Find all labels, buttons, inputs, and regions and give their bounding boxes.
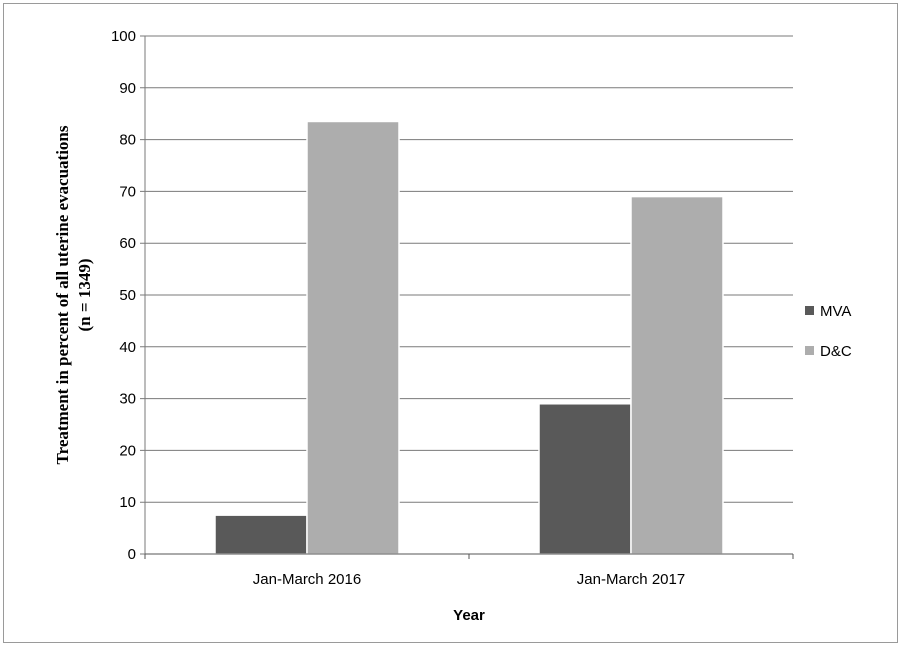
y-tick-label: 20 [119,442,136,459]
chart-frame [3,3,898,643]
y-axis-label-line-2: (n = 1349) [75,259,94,332]
legend-swatch [805,306,814,315]
y-tick-label: 30 [119,391,136,408]
legend-swatch [805,346,814,355]
x-axis-label: Year [453,607,485,624]
bar-mva-0 [214,514,308,555]
y-axis-label: Treatment in percent of all uterine evac… [53,125,94,464]
x-tick-label: Jan-March 2016 [253,571,361,588]
y-tick-label: 10 [119,494,136,511]
y-tick-label: 50 [119,287,136,304]
y-tick-label: 80 [119,132,136,149]
bar-d-c-0 [306,120,400,555]
y-axis-label-line-1: Treatment in percent of all uterine evac… [53,125,72,464]
legend-label: MVA [820,303,851,320]
bar-mva-1 [538,403,632,555]
bar-d-c-1 [630,195,724,555]
y-tick-label: 70 [119,183,136,200]
legend: MVA D&C [805,303,852,360]
bars [214,120,724,555]
y-tick-label: 40 [119,339,136,356]
y-tick-label: 90 [119,80,136,97]
y-tick-label: 60 [119,235,136,252]
legend-label: D&C [820,343,852,360]
y-tick-label: 0 [128,546,136,563]
y-axis-ticks: 0 10 20 30 40 50 60 70 80 90 100 [111,28,136,563]
y-tick-label: 100 [111,28,136,45]
x-tick-label: Jan-March 2017 [577,571,685,588]
x-axis-ticks: Jan-March 2016 Jan-March 2017 [144,554,794,588]
